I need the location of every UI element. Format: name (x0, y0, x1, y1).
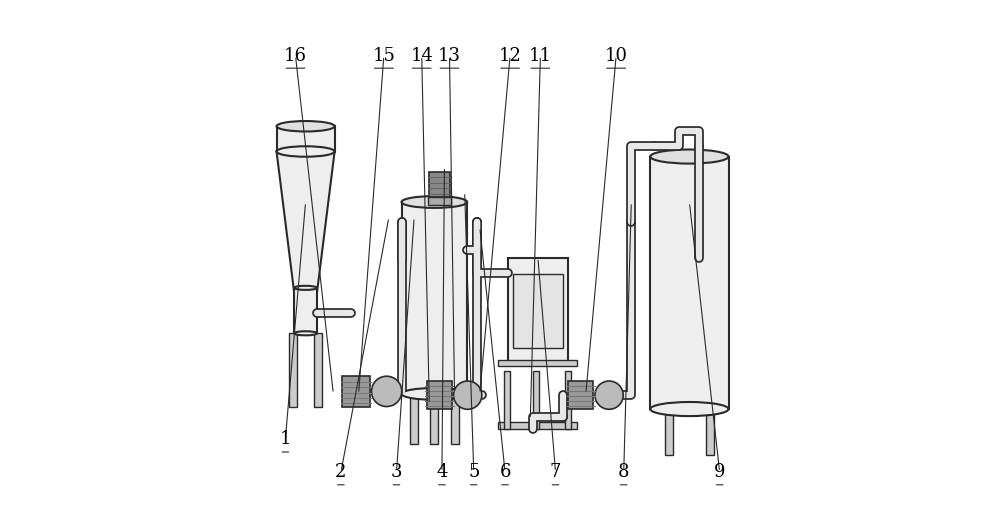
Ellipse shape (277, 146, 335, 157)
FancyBboxPatch shape (294, 288, 317, 333)
Circle shape (595, 381, 623, 409)
Ellipse shape (650, 149, 729, 164)
Text: 16: 16 (284, 46, 307, 65)
FancyBboxPatch shape (533, 371, 539, 429)
Polygon shape (277, 152, 335, 293)
FancyBboxPatch shape (428, 197, 451, 205)
Circle shape (454, 381, 482, 409)
Text: 3: 3 (391, 463, 402, 481)
FancyBboxPatch shape (565, 371, 571, 429)
Ellipse shape (277, 121, 335, 131)
FancyBboxPatch shape (427, 381, 452, 409)
Ellipse shape (294, 331, 317, 335)
Circle shape (371, 376, 402, 407)
FancyBboxPatch shape (706, 409, 714, 454)
FancyBboxPatch shape (508, 258, 568, 364)
FancyBboxPatch shape (342, 376, 370, 407)
Text: 10: 10 (605, 46, 628, 65)
FancyBboxPatch shape (504, 371, 510, 429)
FancyBboxPatch shape (410, 394, 418, 444)
Ellipse shape (402, 196, 467, 208)
Ellipse shape (294, 286, 317, 290)
FancyBboxPatch shape (314, 333, 322, 407)
FancyBboxPatch shape (402, 202, 467, 394)
Text: 14: 14 (410, 46, 433, 65)
Text: 9: 9 (714, 463, 725, 481)
Text: 2: 2 (335, 463, 347, 481)
FancyBboxPatch shape (277, 126, 335, 152)
Ellipse shape (650, 402, 729, 416)
Text: 7: 7 (550, 463, 561, 481)
Ellipse shape (402, 388, 467, 400)
FancyBboxPatch shape (451, 394, 459, 444)
FancyBboxPatch shape (429, 172, 450, 197)
Text: 6: 6 (499, 463, 511, 481)
FancyBboxPatch shape (650, 157, 729, 409)
Text: 15: 15 (372, 46, 395, 65)
Text: 8: 8 (618, 463, 629, 481)
FancyBboxPatch shape (513, 274, 563, 348)
Text: 11: 11 (529, 46, 552, 65)
FancyBboxPatch shape (665, 409, 673, 454)
FancyBboxPatch shape (430, 394, 438, 444)
FancyBboxPatch shape (498, 422, 577, 429)
Text: 13: 13 (438, 46, 461, 65)
FancyBboxPatch shape (498, 360, 577, 366)
FancyBboxPatch shape (568, 381, 593, 409)
Text: 12: 12 (499, 46, 522, 65)
Text: 4: 4 (436, 463, 448, 481)
FancyBboxPatch shape (289, 333, 297, 407)
Text: 5: 5 (468, 463, 479, 481)
Text: 1: 1 (280, 430, 291, 448)
